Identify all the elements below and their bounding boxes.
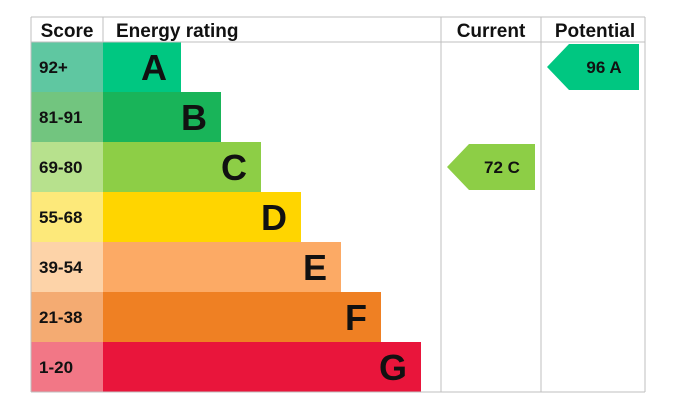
score-range-e: 39-54 (39, 258, 83, 277)
current-header: Current (457, 21, 526, 42)
rating-letter-f: F (345, 297, 367, 338)
rating-letter-a: A (141, 47, 167, 88)
current-arrow (447, 144, 535, 190)
rating-letter-d: D (261, 197, 287, 238)
rating-bar-a (103, 42, 181, 92)
potential-arrow (547, 44, 639, 90)
score-cell-d (31, 192, 103, 242)
energy-rating-header: Energy rating (116, 21, 238, 42)
score-cell-f (31, 292, 103, 342)
potential-header: Potential (555, 21, 635, 42)
rating-bar-g (103, 342, 421, 392)
score-cell-c (31, 142, 103, 192)
score-cell-b (31, 92, 103, 142)
rating-letter-b: B (181, 97, 207, 138)
current-rating-label: 72 C (484, 158, 520, 177)
rating-bar-d (103, 192, 301, 242)
rating-letter-e: E (303, 247, 327, 288)
rating-letter-g: G (379, 347, 407, 388)
grid-lines (30, 16, 646, 393)
rating-arrows: 72 C 96 A (447, 44, 639, 190)
rating-bar-c (103, 142, 261, 192)
rating-bar-f (103, 292, 381, 342)
score-cell-g (31, 342, 103, 392)
score-cell-e (31, 242, 103, 292)
score-range-b: 81-91 (39, 108, 82, 127)
score-cell-a (31, 42, 103, 92)
rating-bar-b (103, 92, 221, 142)
potential-rating-label: 96 A (586, 58, 621, 77)
bands-group: 92+ A 81-91 B 69-80 C 55-68 D 39-54 E 21-38 F 1-20 G (31, 42, 421, 392)
score-range-c: 69-80 (39, 158, 82, 177)
score-range-d: 55-68 (39, 208, 82, 227)
rating-letter-c: C (221, 147, 247, 188)
rating-bar-e (103, 242, 341, 292)
score-range-f: 21-38 (39, 308, 82, 327)
score-range-a: 92+ (39, 58, 68, 77)
score-header: Score (41, 21, 94, 42)
score-range-g: 1-20 (39, 358, 73, 377)
